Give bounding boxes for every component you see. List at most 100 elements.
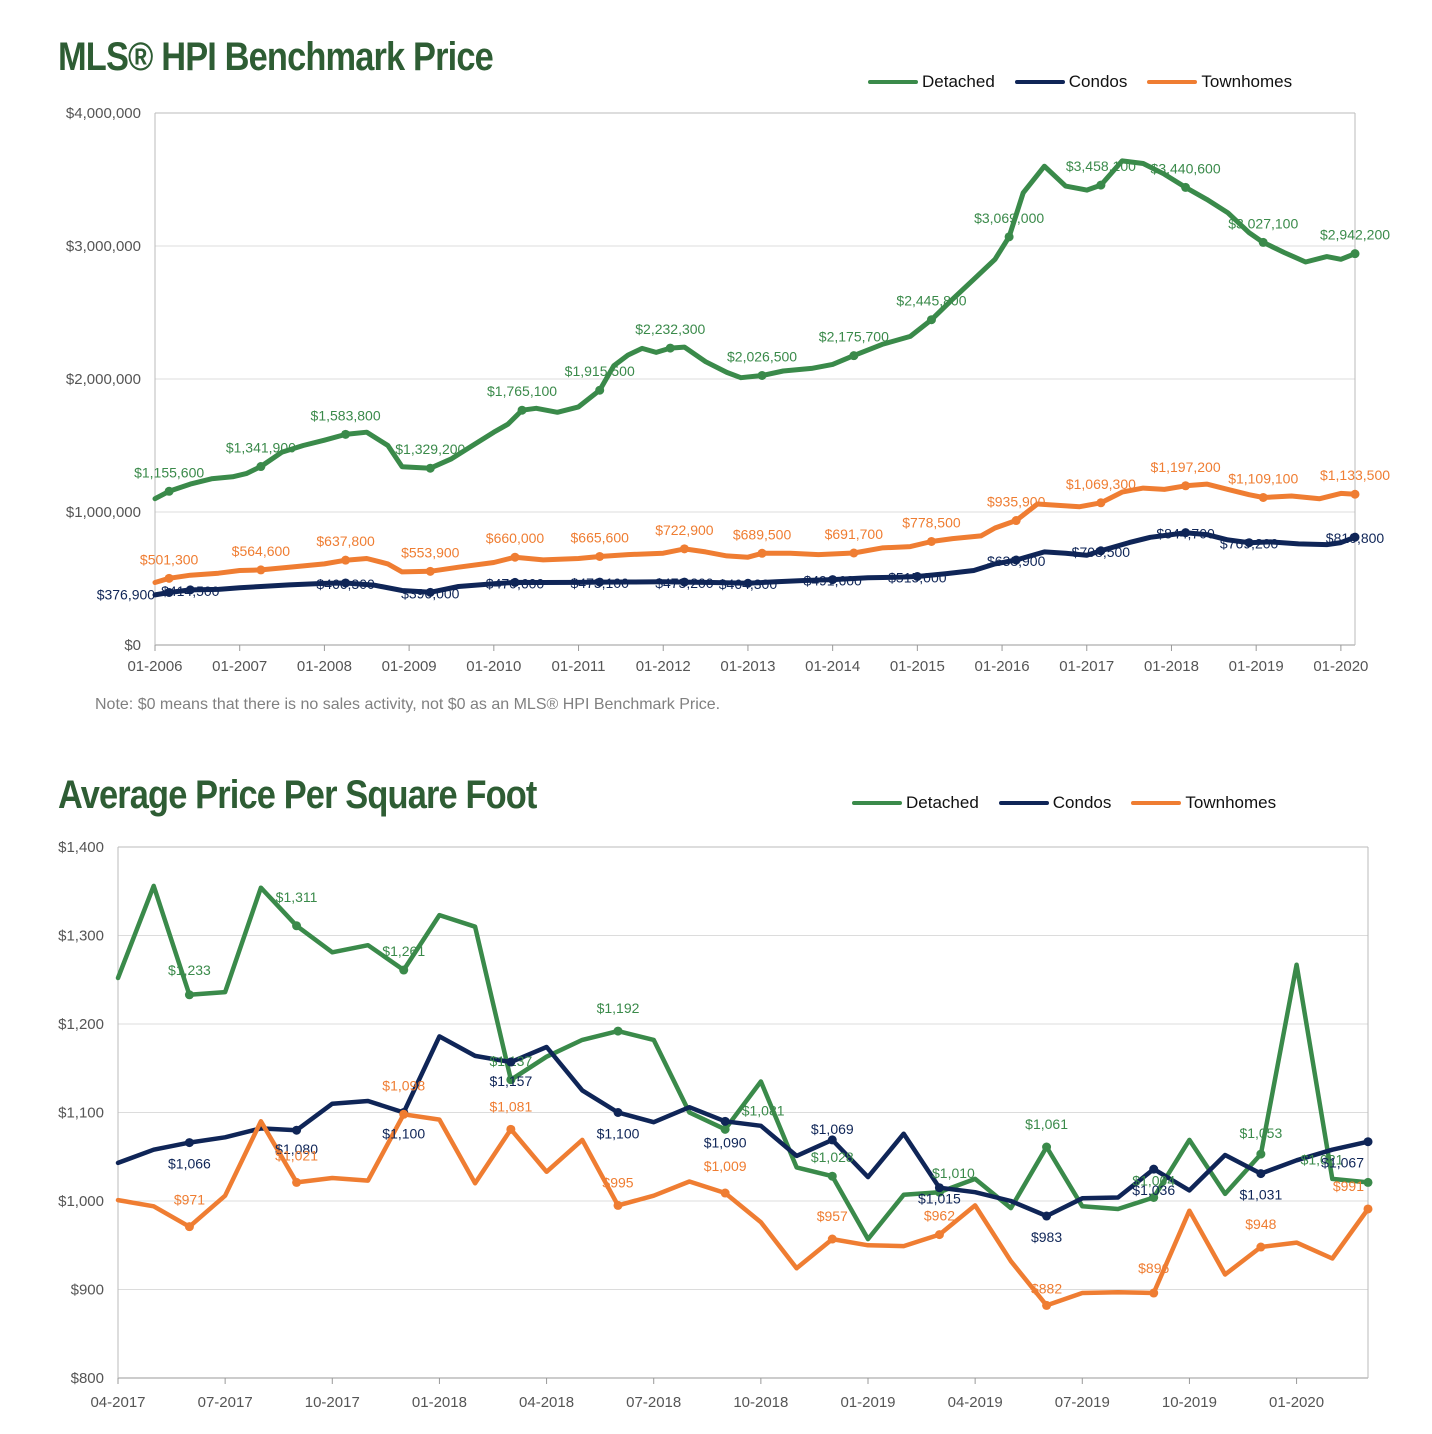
- data-point-detached: [1256, 1149, 1266, 1159]
- x-tick-label: 01-2019: [1229, 658, 1284, 675]
- data-point-condos: [341, 578, 351, 588]
- x-tick-label: 01-2018: [412, 1394, 467, 1411]
- data-point-townhomes: [757, 548, 767, 558]
- data-point-townhomes: [849, 548, 859, 558]
- legend-townhomes-swatch: [1147, 80, 1198, 84]
- data-label-townhomes: $882: [1031, 1280, 1062, 1296]
- x-tick-label: 01-2010: [466, 658, 521, 675]
- data-label-townhomes: $564,600: [232, 543, 291, 559]
- data-label-condos: $983: [1031, 1229, 1062, 1245]
- legend-detached-swatch: [868, 80, 918, 84]
- x-tick-label: 01-2006: [127, 658, 182, 675]
- data-label-condos: $1,031: [1239, 1187, 1282, 1203]
- data-point-detached: [1258, 237, 1268, 247]
- data-point-detached: [506, 1075, 516, 1085]
- legend-detached-label: Detached: [922, 72, 995, 91]
- data-point-condos: [934, 1183, 944, 1193]
- data-label-detached: $1,341,900: [226, 440, 296, 456]
- data-label-townhomes: $995: [602, 1174, 633, 1190]
- data-point-detached: [1042, 1142, 1052, 1152]
- data-label-townhomes: $501,300: [140, 551, 199, 567]
- legend-townhomes: Townhomes: [1147, 72, 1292, 92]
- data-point-detached: [1181, 182, 1191, 192]
- data-label-townhomes: $1,021: [275, 1147, 318, 1163]
- data-label-condos: $1,100: [597, 1126, 640, 1142]
- x-tick-label: 01-2016: [975, 658, 1030, 675]
- data-point-townhomes: [827, 1234, 837, 1244]
- data-label-townhomes: $1,009: [704, 1158, 747, 1174]
- y-tick-label: $3,000,000: [66, 238, 141, 255]
- x-tick-label: 01-2015: [890, 658, 945, 675]
- data-point-condos: [679, 577, 689, 587]
- legend2-condos-swatch: [998, 801, 1049, 805]
- data-label-townhomes: $962: [924, 1208, 955, 1224]
- data-label-condos: $491,600: [803, 573, 862, 589]
- data-point-condos: [1363, 1137, 1373, 1147]
- chart2-title: Average Price Per Square Foot: [58, 773, 537, 817]
- data-label-detached: $1,004: [1132, 1172, 1175, 1188]
- data-label-detached: $1,329,200: [395, 441, 465, 457]
- data-label-townhomes: $660,000: [486, 530, 545, 546]
- data-point-detached: [1096, 180, 1106, 190]
- y-tick-label: $1,400: [58, 839, 104, 856]
- legend2-detached: Detached: [852, 793, 979, 813]
- data-label-detached: $1,765,100: [487, 383, 557, 399]
- data-label-condos: $414,500: [161, 583, 220, 599]
- chart2-legend: Detached Condos Townhomes: [852, 793, 1276, 813]
- data-label-townhomes: $1,098: [382, 1077, 425, 1093]
- data-label-condos: $1,080: [275, 1141, 318, 1157]
- x-tick-label: 01-2009: [382, 658, 437, 675]
- x-tick-label: 01-2018: [1144, 658, 1199, 675]
- data-point-condos: [912, 572, 922, 582]
- data-label-detached: $1,053: [1239, 1125, 1282, 1141]
- legend-condos: Condos: [1014, 72, 1128, 92]
- data-point-condos: [1096, 546, 1106, 556]
- data-label-townhomes: $689,500: [733, 526, 792, 542]
- data-label-condos: $1,036: [1132, 1182, 1175, 1198]
- x-tick-label: 07-2018: [626, 1394, 681, 1411]
- data-point-townhomes: [595, 551, 605, 561]
- data-label-detached: $1,915,500: [565, 363, 635, 379]
- data-label-condos: $1,067: [1321, 1155, 1364, 1171]
- data-label-townhomes: $1,081: [489, 1098, 532, 1114]
- data-label-detached: $3,440,600: [1151, 160, 1221, 176]
- data-label-condos: $473,100: [571, 575, 630, 591]
- data-label-condos: $466,300: [316, 576, 375, 592]
- data-point-townhomes: [613, 1200, 623, 1210]
- data-point-detached: [613, 1026, 623, 1036]
- series-line-townhomes: [152, 481, 1358, 585]
- x-tick-label: 01-2007: [212, 658, 267, 675]
- series-line-townhomes: [115, 1112, 1371, 1308]
- data-point-townhomes: [1096, 498, 1106, 508]
- data-label-condos: $464,300: [719, 576, 778, 592]
- x-tick-label: 07-2017: [198, 1394, 253, 1411]
- data-point-townhomes: [399, 1109, 409, 1119]
- data-point-condos: [185, 585, 195, 595]
- data-label-townhomes: $778,500: [902, 514, 961, 530]
- data-point-detached: [827, 1171, 837, 1181]
- data-label-townhomes: $957: [817, 1208, 848, 1224]
- legend-townhomes-label: Townhomes: [1201, 72, 1293, 91]
- data-label-detached: $3,069,000: [974, 210, 1044, 226]
- y-tick-label: $1,300: [58, 928, 104, 945]
- legend2-condos: Condos: [998, 793, 1111, 813]
- data-point-detached: [1149, 1192, 1159, 1202]
- data-label-townhomes: $991: [1333, 1178, 1364, 1194]
- x-tick-label: 04-2019: [948, 1394, 1003, 1411]
- data-label-condos: $1,069: [811, 1121, 854, 1137]
- legend2-townhomes: Townhomes: [1131, 793, 1276, 813]
- data-point-condos: [292, 1125, 302, 1135]
- data-label-detached: $2,445,800: [896, 293, 966, 309]
- data-point-condos: [1149, 1164, 1159, 1174]
- data-point-townhomes: [1258, 492, 1268, 502]
- data-point-townhomes: [1011, 516, 1021, 526]
- data-point-detached: [517, 405, 527, 415]
- series-line-condos: [115, 1034, 1371, 1219]
- data-label-condos: $1,066: [168, 1156, 211, 1172]
- data-label-townhomes: $553,900: [401, 544, 460, 560]
- data-point-condos: [506, 1057, 516, 1067]
- legend-condos-label: Condos: [1068, 72, 1128, 91]
- data-label-detached: $2,942,200: [1320, 227, 1390, 243]
- data-label-townhomes: $935,900: [987, 494, 1046, 510]
- data-label-detached: $1,583,800: [311, 407, 381, 423]
